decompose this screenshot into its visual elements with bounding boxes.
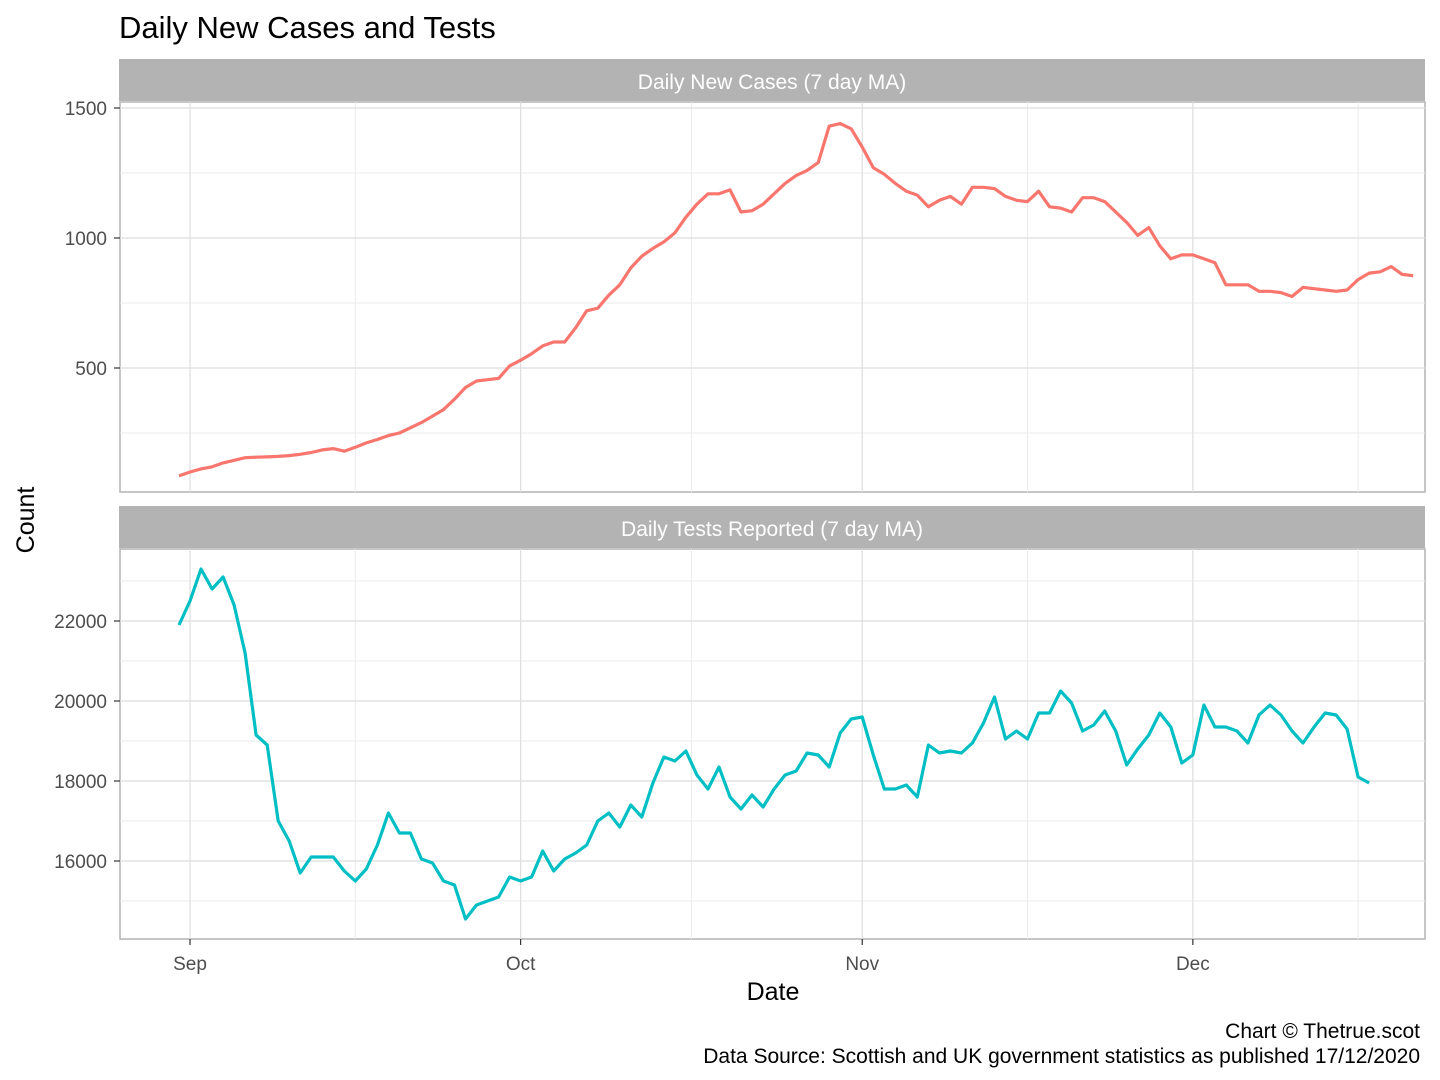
- x-tick-label: Nov: [845, 954, 879, 975]
- x-axis-title: Date: [747, 978, 800, 1006]
- tests-series-line: [177, 567, 1370, 921]
- cases-series-line: [178, 121, 1414, 478]
- tests-gridlines: [120, 549, 1425, 939]
- x-tick-label: Dec: [1176, 954, 1210, 975]
- chart-title: Daily New Cases and Tests: [119, 10, 496, 45]
- x-tick-label: Sep: [173, 954, 207, 975]
- x-tick-label: Oct: [506, 954, 536, 975]
- tests-y-axis: 16000 18000 20000 22000: [54, 612, 120, 873]
- caption-copyright: Chart © Thetrue.scot: [1225, 1020, 1420, 1043]
- caption-source: Data Source: Scottish and UK government …: [703, 1045, 1420, 1068]
- y-axis-title: Count: [12, 487, 40, 554]
- panel-cases: Daily New Cases (7 day MA) 500 1000 1500: [65, 59, 1426, 493]
- y-tick-label: 1000: [65, 229, 107, 250]
- y-tick-label: 500: [75, 359, 107, 380]
- cases-strip-label: Daily New Cases (7 day MA): [638, 71, 906, 94]
- y-tick-label: 22000: [54, 612, 107, 633]
- cases-gridlines: [120, 102, 1425, 492]
- tests-strip-label: Daily Tests Reported (7 day MA): [621, 518, 923, 541]
- y-tick-label: 20000: [54, 692, 107, 713]
- y-tick-label: 16000: [54, 852, 107, 873]
- cases-plot-area: [119, 101, 1426, 493]
- cases-y-axis: 500 1000 1500: [65, 99, 120, 380]
- tests-strip: [119, 506, 1425, 548]
- x-axis: Sep Oct Nov Dec: [173, 939, 1210, 975]
- tests-plot-area: [119, 548, 1426, 940]
- y-tick-label: 18000: [54, 772, 107, 793]
- cases-strip: [119, 59, 1425, 101]
- y-tick-label: 1500: [65, 99, 107, 120]
- panel-tests: Daily Tests Reported (7 day MA) 16000 180…: [54, 506, 1426, 940]
